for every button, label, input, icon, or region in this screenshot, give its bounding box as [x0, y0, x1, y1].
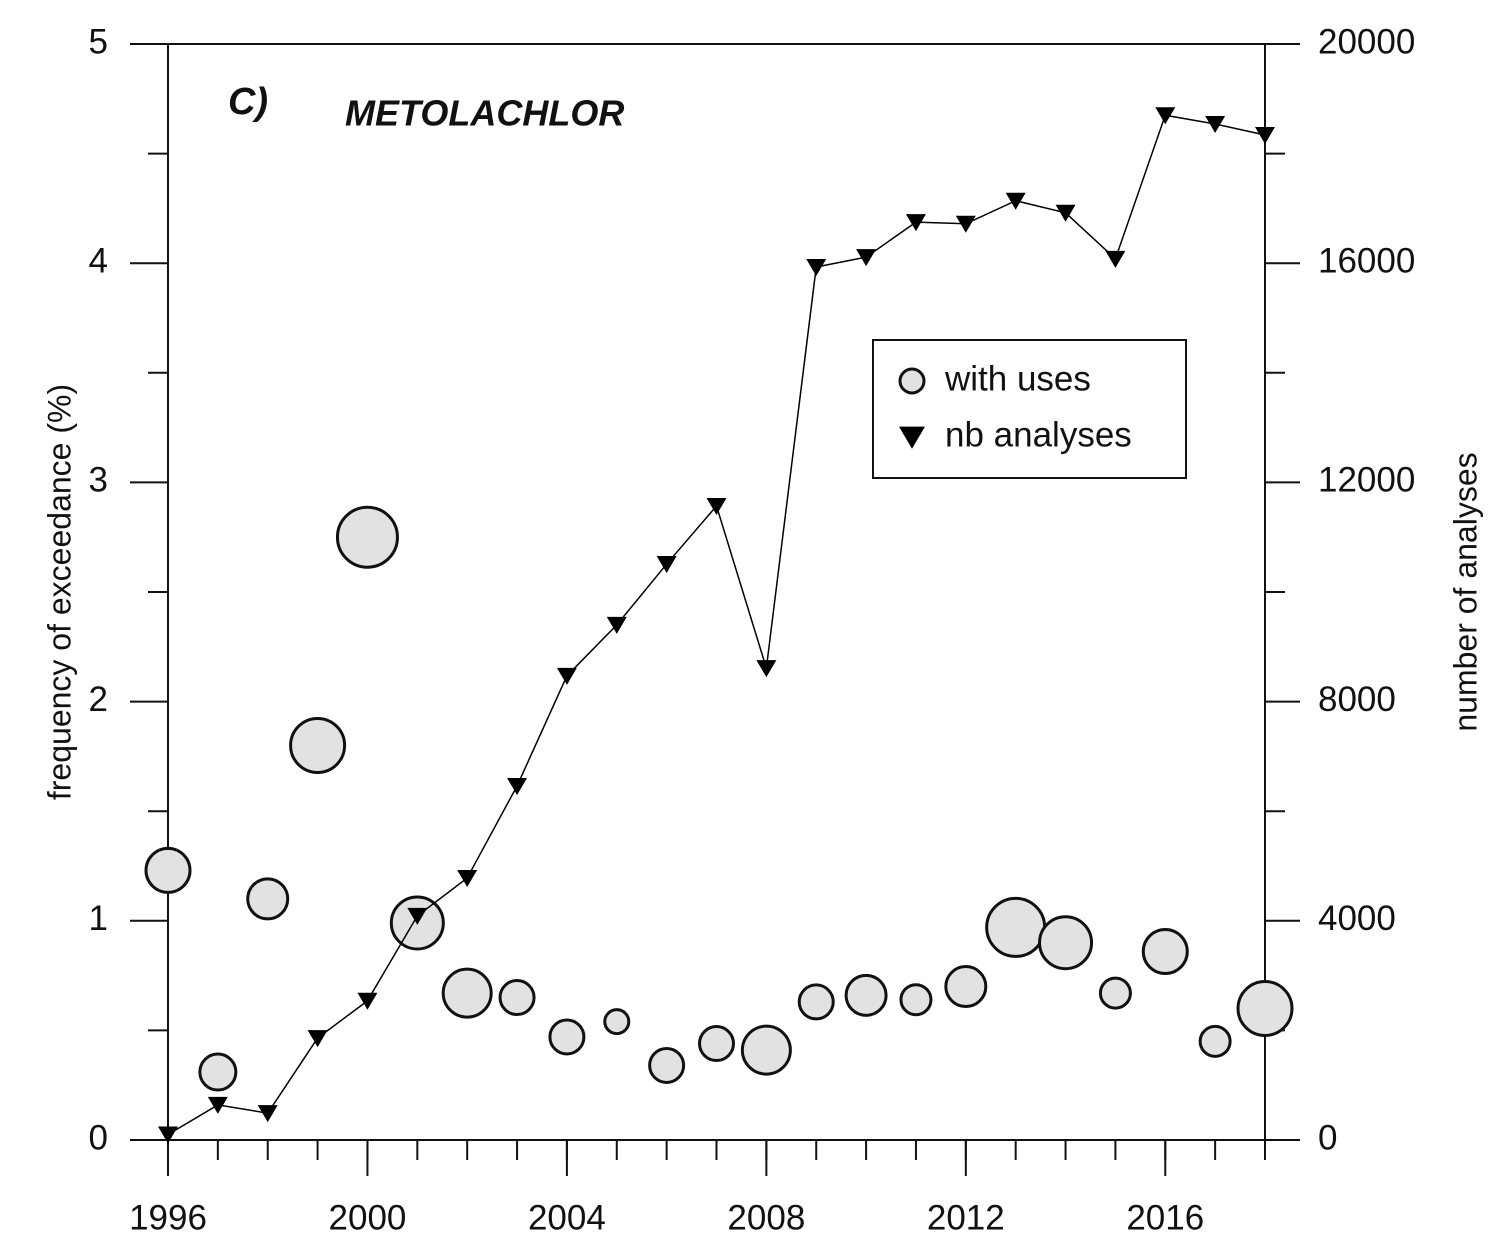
marker [1055, 204, 1076, 222]
x-tick-label: 2008 [727, 1198, 805, 1237]
y2-tick-label: 16000 [1318, 241, 1415, 280]
marker [307, 1030, 328, 1048]
y-tick-label: 3 [89, 461, 108, 500]
bubble [797, 983, 835, 1021]
marker [606, 616, 627, 634]
bubble [944, 965, 988, 1009]
bubble [603, 1008, 631, 1036]
y-axis-label: frequency of exceedance (%) [41, 384, 77, 800]
marker [407, 907, 428, 925]
bubble [498, 979, 536, 1017]
y2-tick-label: 20000 [1318, 22, 1415, 61]
marker [955, 215, 976, 233]
bubble [1141, 927, 1189, 975]
bubble [246, 877, 290, 921]
y2-axis-label: number of analyses [1447, 452, 1483, 731]
y2-tick-label: 12000 [1318, 461, 1415, 500]
y-tick-label: 4 [89, 241, 108, 280]
marker [1255, 126, 1275, 144]
y2-tick-label: 0 [1318, 1118, 1337, 1157]
marker [1155, 107, 1176, 125]
marker [1005, 192, 1026, 210]
bubble [1198, 1024, 1232, 1058]
y-tick-label: 2 [89, 680, 108, 719]
bubble [1236, 979, 1294, 1037]
x-tick-label: 2016 [1126, 1198, 1204, 1237]
bubble [441, 967, 493, 1019]
y2-tick-label: 4000 [1318, 899, 1396, 938]
bubble [198, 1052, 238, 1092]
marker [806, 259, 827, 277]
y-tick-label: 0 [89, 1118, 108, 1157]
bubble [289, 716, 347, 774]
bubble [1038, 915, 1094, 971]
marker [207, 1096, 228, 1114]
marker [1205, 116, 1226, 134]
compound-label: METOLACHLOR [345, 93, 624, 134]
marker [507, 777, 528, 795]
bubble [335, 505, 399, 569]
bubble [985, 896, 1047, 958]
marker [357, 992, 378, 1010]
marker [856, 249, 877, 267]
bubble [648, 1046, 686, 1084]
marker [457, 870, 478, 888]
legend-box [872, 339, 1187, 479]
legend-marker [899, 426, 925, 449]
y-tick-label: 5 [89, 22, 108, 61]
marker [257, 1105, 278, 1123]
marker [905, 214, 926, 232]
line [167, 114, 1266, 1136]
y2-tick-label: 8000 [1318, 680, 1396, 719]
bubble [844, 973, 888, 1017]
bubble [144, 846, 192, 894]
marker [158, 1126, 178, 1144]
x-tick-label: 2000 [329, 1198, 407, 1237]
bubble [740, 1024, 792, 1076]
panel-label: C) [228, 81, 268, 123]
y-tick-label: 1 [89, 899, 108, 938]
bubble [698, 1025, 735, 1063]
x-tick-label: 1996 [129, 1198, 207, 1237]
marker [556, 667, 577, 685]
bubble [548, 1018, 586, 1056]
x-tick-label: 2012 [927, 1198, 1005, 1237]
legend-label: with uses [944, 359, 1091, 398]
bubble [1098, 976, 1132, 1010]
marker [1105, 250, 1126, 268]
marker [656, 556, 677, 574]
legend-label: nb analyses [945, 415, 1132, 454]
marker [756, 660, 777, 678]
marker [706, 497, 727, 515]
x-tick-label: 2004 [528, 1198, 606, 1237]
bubble [899, 983, 933, 1017]
legend-marker [898, 367, 926, 395]
